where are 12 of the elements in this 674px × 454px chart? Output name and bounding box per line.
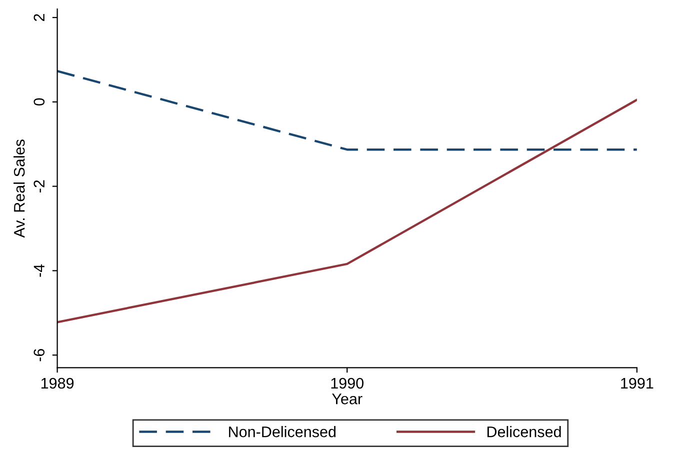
legend-label: Non-Delicensed — [229, 426, 336, 438]
y-tick-label: -2 — [34, 180, 44, 192]
y-axis-title: Av. Real Sales — [14, 140, 25, 238]
y-tick-label: 2 — [34, 14, 44, 21]
legend-label: Delicensed — [487, 426, 561, 438]
y-tick-label: 0 — [34, 98, 45, 106]
x-tick-label: 1990 — [331, 378, 364, 389]
x-tick-label: 1989 — [41, 378, 74, 389]
x-tick-label: 1991 — [621, 378, 654, 389]
y-tick-label: -4 — [34, 264, 44, 277]
y-tick-label: -6 — [34, 348, 45, 362]
x-axis-title: Year — [332, 394, 362, 404]
